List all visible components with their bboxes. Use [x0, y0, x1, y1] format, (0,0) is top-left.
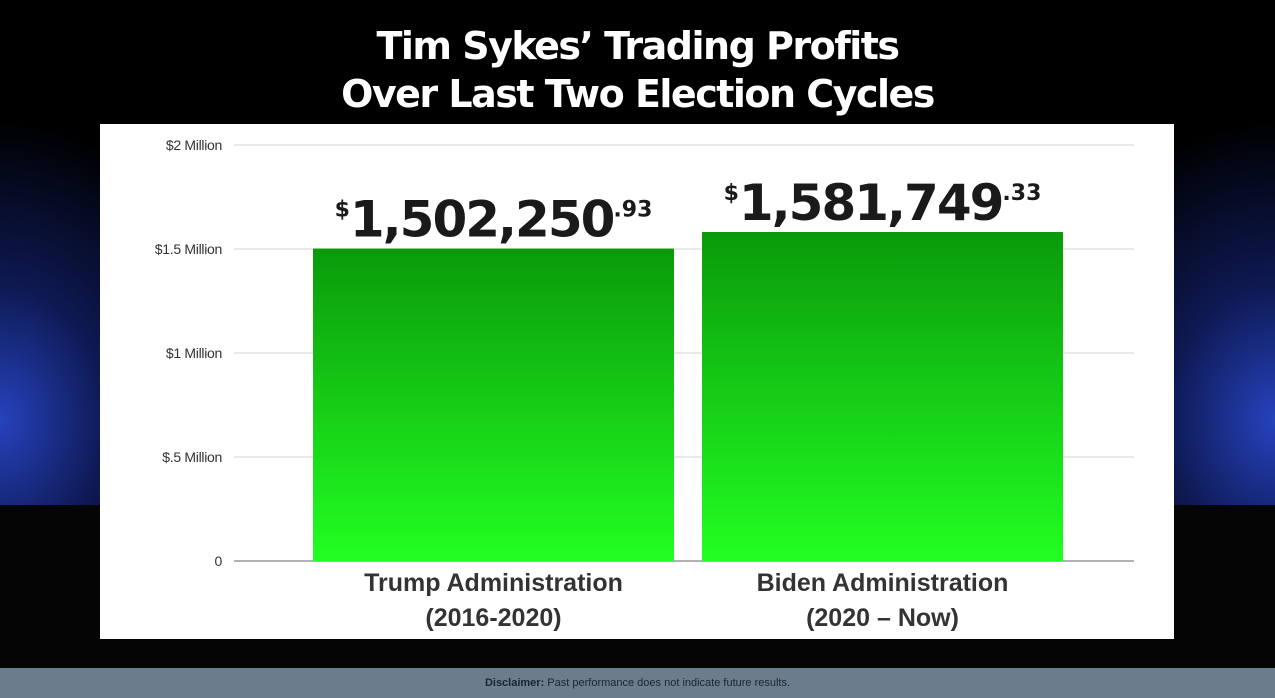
- category-label-line-2: (2020 – Now): [806, 604, 959, 632]
- category-label-line-2: (2016-2020): [425, 604, 561, 632]
- y-tick-label: 0: [215, 553, 223, 569]
- bars: [313, 231, 1063, 561]
- bar-chart: 0 $.5 Million $1 Million $1.5 Million $2 Mil…: [155, 137, 1134, 632]
- y-tick-label: $.5 Million: [162, 449, 222, 465]
- bar-value-label: $1,502,250.93: [335, 191, 653, 249]
- chart-panel: 0 $.5 Million $1 Million $1.5 Million $2 Mil…: [100, 124, 1174, 639]
- category-labels: Trump Administration (2016-2020) Biden Adm…: [364, 569, 1008, 632]
- category-label-line-1: Biden Administration: [757, 569, 1009, 597]
- bar: [313, 248, 674, 561]
- bar: [702, 231, 1063, 561]
- bar-value-label: $1,581,749.33: [724, 174, 1042, 232]
- disclaimer-text: Past performance does not indicate futur…: [544, 677, 791, 689]
- category-label-line-1: Trump Administration: [364, 569, 623, 597]
- chart-title-line-1: Tim Sykes’ Trading Profits: [376, 24, 900, 68]
- chart-title: Tim Sykes’ Trading Profits Over Last Two…: [0, 22, 1275, 118]
- disclaimer-bar: Disclaimer: Past performance does not in…: [0, 668, 1275, 698]
- y-axis-tick-labels: 0 $.5 Million $1 Million $1.5 Million $2 Mil…: [155, 137, 223, 569]
- y-tick-label: $1 Million: [166, 345, 222, 361]
- bar-value-labels: $1,502,250.93 $1,581,749.33: [335, 174, 1042, 249]
- y-tick-label: $2 Million: [166, 137, 222, 153]
- disclaimer-label: Disclaimer:: [484, 677, 545, 689]
- y-tick-label: $1.5 Million: [155, 241, 222, 257]
- chart-title-line-2: Over Last Two Election Cycles: [341, 72, 935, 116]
